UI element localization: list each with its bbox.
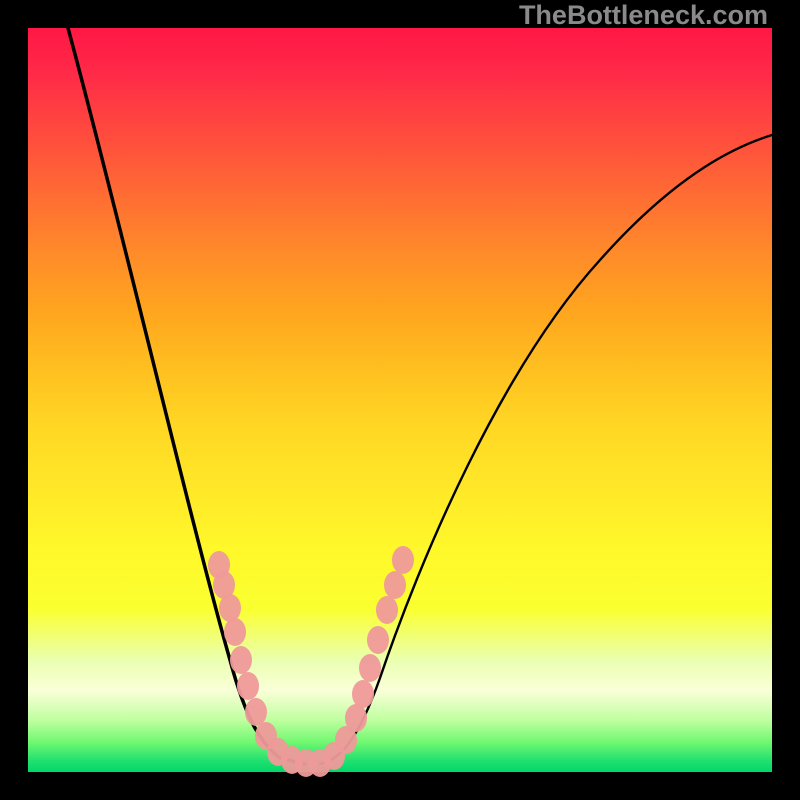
watermark-text: TheBottleneck.com (519, 0, 768, 31)
chart-container: TheBottleneck.com (0, 0, 800, 800)
plot-area (28, 28, 772, 772)
